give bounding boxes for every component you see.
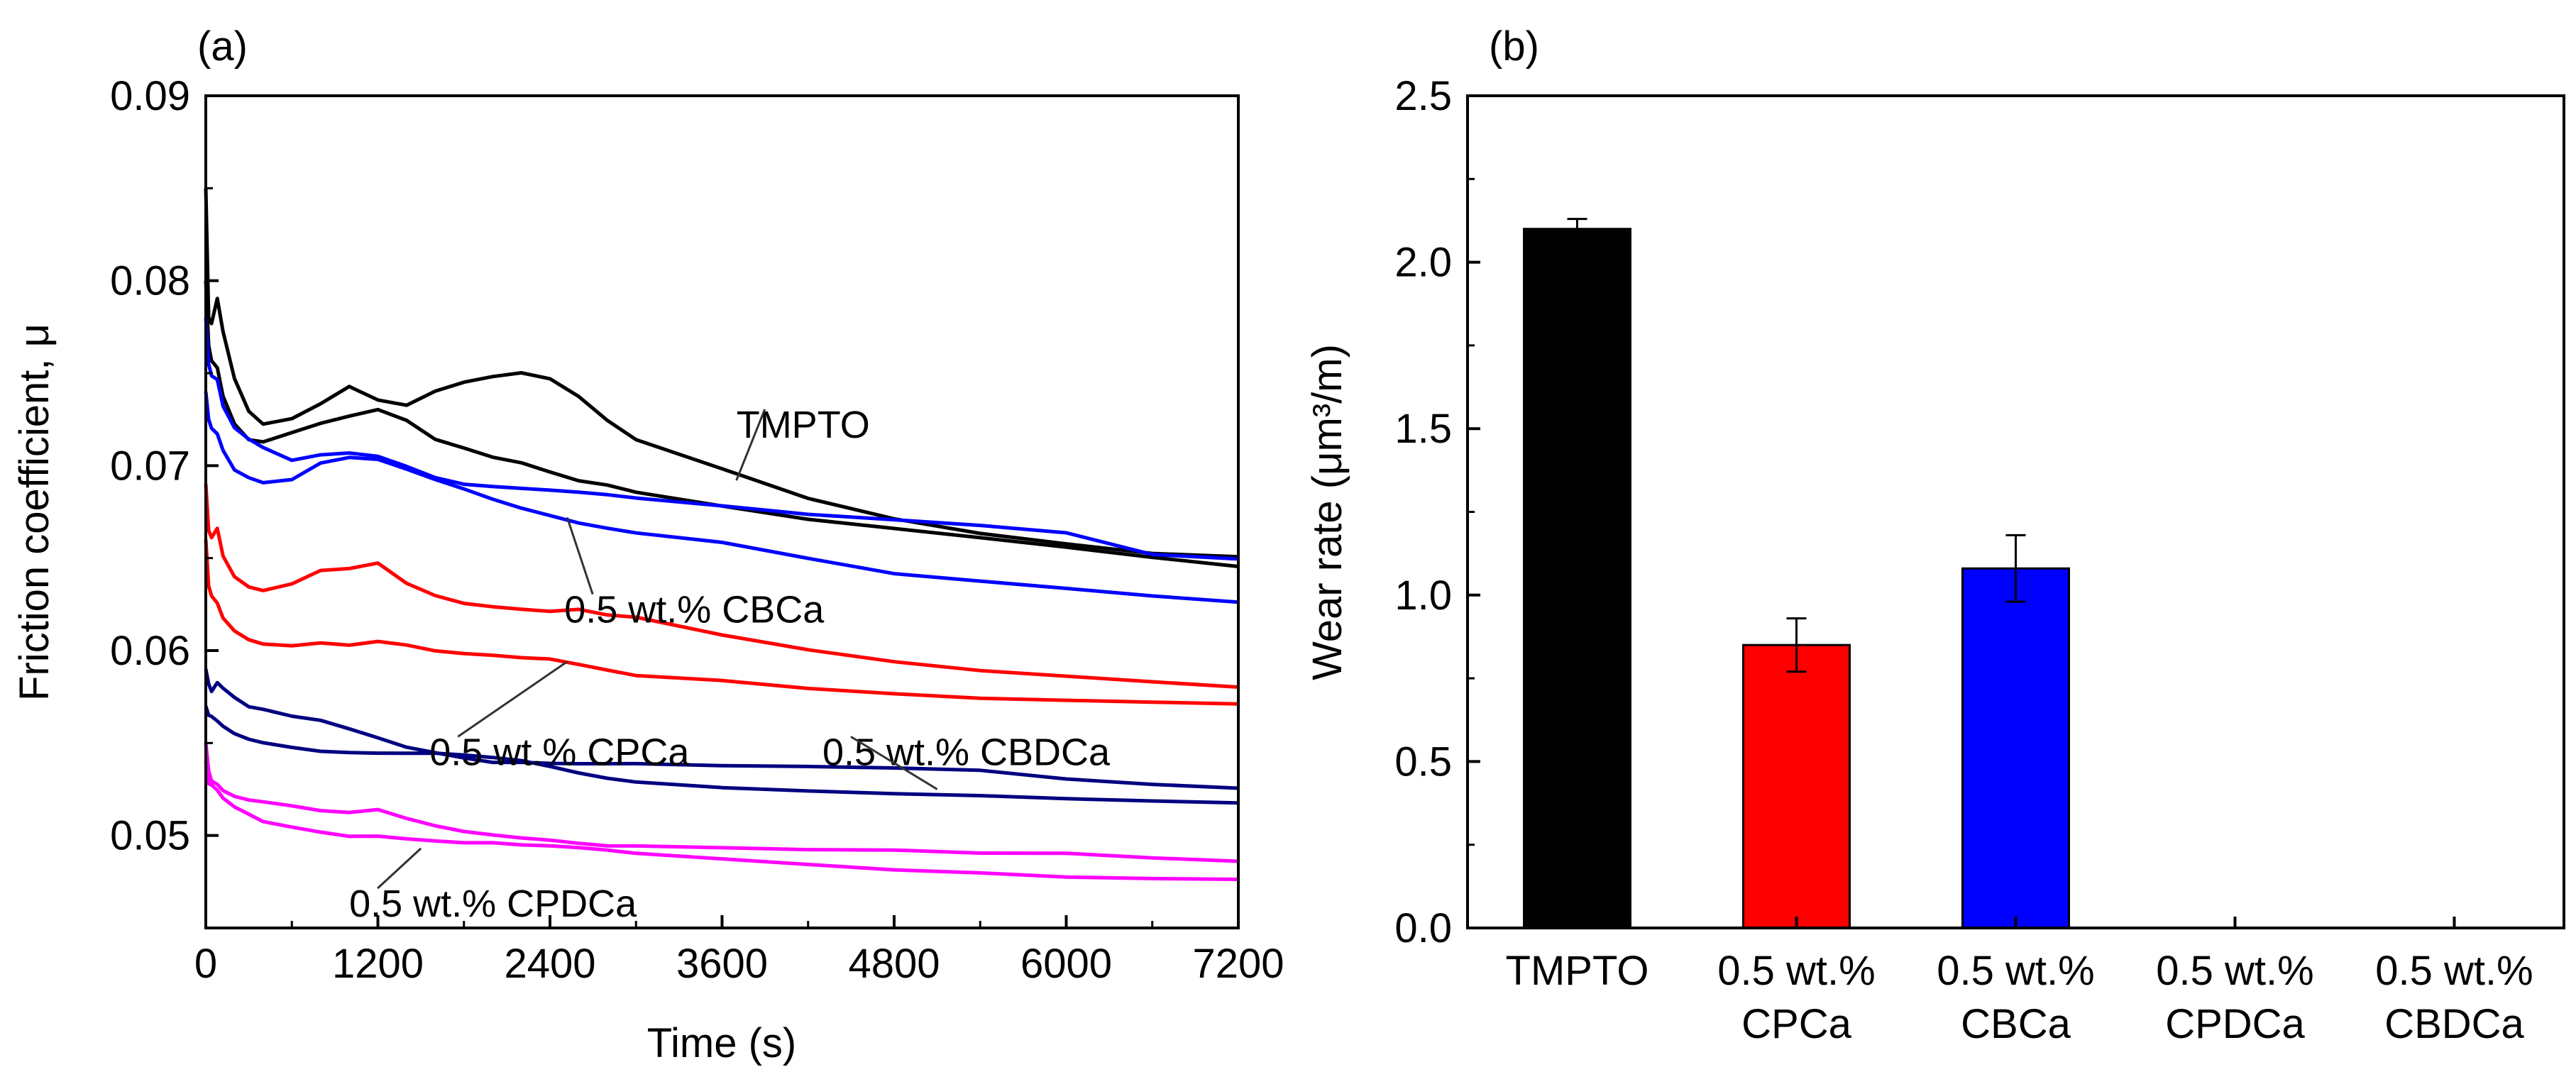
annotation-arrow <box>735 409 766 481</box>
y-tick-label: 2.0 <box>1394 240 1452 286</box>
category-label: TMPTO <box>1506 948 1649 994</box>
category-label-line2: CPDCa <box>2165 1001 2305 1047</box>
x-tick-label: 7200 <box>1192 941 1284 987</box>
series-annotation: 0.5 wt.% CBDCa <box>822 731 1111 773</box>
panel-label-b: (b) <box>1489 23 1539 70</box>
x-tick-label: 2400 <box>504 941 595 987</box>
y-tick-label: 1.0 <box>1394 573 1452 619</box>
series-line <box>204 705 1239 805</box>
annotation-arrow <box>850 736 938 790</box>
annotation-arrow <box>566 516 594 595</box>
plot-frame-a <box>204 94 1240 929</box>
category-label: 0.5 wt.% <box>1717 948 1875 994</box>
y-axis-label-b-main: Wear rate (μm³/m) <box>1304 344 1350 680</box>
series-line <box>204 188 1239 559</box>
y-tick-label: 0.06 <box>110 628 190 674</box>
wear-chart: (b) TMPTO 0.5 wt.% CPCa 0.5 wt.% CBCa 0.5 wt.… <box>1304 23 2565 1047</box>
x-tick-label: 3600 <box>676 941 768 987</box>
y-axis-label-a: Friction coefficient, μ <box>11 324 57 701</box>
annotation-arrow <box>457 660 568 738</box>
y-tick-label: 2.5 <box>1394 73 1452 119</box>
x-tick-label: 1200 <box>332 941 424 987</box>
category-label: 0.5 wt.% <box>2156 948 2313 994</box>
axis-ticks-a: 0 1200 2400 3600 4800 6000 7200 0.05 0.06 0.07 0.0… <box>110 73 1284 987</box>
axis-ticks-b: TMPTO 0.5 wt.% CPCa 0.5 wt.% CBCa 0.5 wt.% CPD… <box>1394 73 2533 1047</box>
series-annotations: TMPTO 0.5 wt.% CBCa 0.5 wt.% CPCa 0.5 wt.% … <box>349 404 1111 925</box>
series-line <box>204 761 1239 881</box>
series-line <box>204 539 1239 706</box>
wear-bar <box>1961 567 2070 929</box>
series-line <box>204 317 1239 561</box>
x-tick-label: 6000 <box>1020 941 1112 987</box>
y-tick-label: 0.5 <box>1394 739 1452 785</box>
wear-bars-group <box>1523 218 2070 929</box>
category-label-line2: CBCa <box>1961 1001 2071 1047</box>
category-label-line2: CBDCa <box>2384 1001 2524 1047</box>
annotation-arrow <box>377 847 422 890</box>
wear-bar <box>1523 228 1631 929</box>
friction-series-group <box>204 188 1239 881</box>
category-label: 0.5 wt.% <box>1937 948 2094 994</box>
y-tick-label: 0.08 <box>110 258 190 304</box>
wear-bar <box>1742 643 1851 929</box>
y-tick-label: 0.09 <box>110 73 190 119</box>
series-line <box>204 280 1239 568</box>
series-line <box>204 743 1239 863</box>
y-tick-label: 1.5 <box>1394 406 1452 452</box>
y-tick-label: 0.07 <box>110 443 190 489</box>
y-tick-label: 0.0 <box>1394 905 1452 951</box>
y-tick-label: 0.05 <box>110 813 190 859</box>
friction-chart: (a) 0 1200 2400 3600 4800 6000 7200 0.05 0.06 0.0… <box>11 23 1284 1066</box>
x-tick-label: 4800 <box>848 941 940 987</box>
category-label: 0.5 wt.% <box>2375 948 2533 994</box>
series-annotation: TMPTO <box>737 404 870 446</box>
x-tick-label: 0 <box>194 941 217 987</box>
series-line <box>204 391 1239 604</box>
x-axis-label-a: Time (s) <box>647 1020 796 1066</box>
series-annotation: 0.5 wt.% CBCa <box>564 589 825 631</box>
series-annotation: 0.5 wt.% CPDCa <box>349 883 637 925</box>
series-line <box>204 484 1239 689</box>
panel-label-a: (a) <box>197 23 248 70</box>
category-label-line2: CPCa <box>1741 1001 1851 1047</box>
series-annotation: 0.5 wt.% CPCa <box>429 731 690 773</box>
y-axis-label-b: Wear rate (μm³/m) <box>1304 344 1350 680</box>
